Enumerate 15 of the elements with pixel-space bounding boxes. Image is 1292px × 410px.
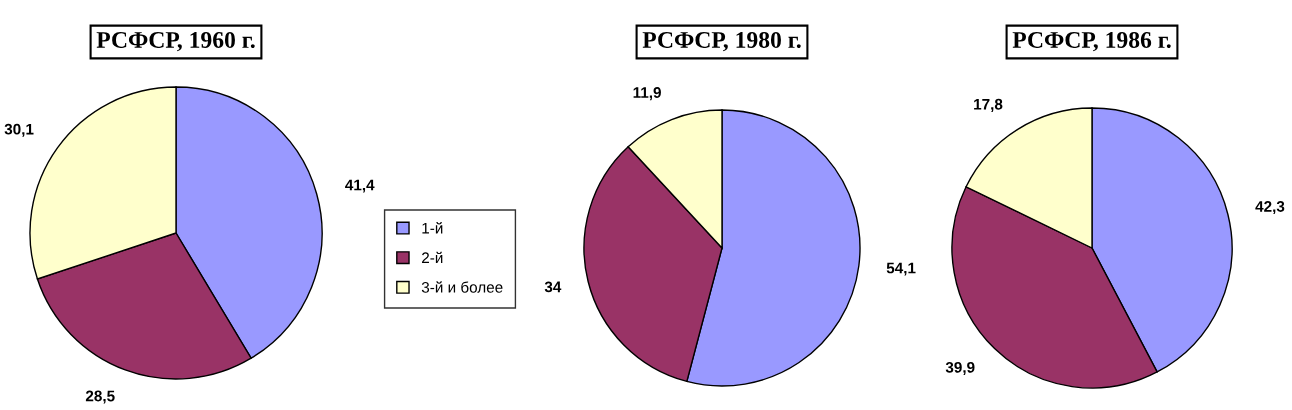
data-label: 30,1 [4,123,34,137]
data-label: 39,9 [945,361,975,375]
chart-title: РСФСР, 1960 г. [96,31,255,52]
legend-label: 2-й [422,251,443,263]
data-label: 41,4 [345,179,375,193]
data-label: 17,8 [974,98,1003,112]
chart-title: РСФСР, 1986 г. [1012,31,1171,52]
data-label: 28,5 [85,390,115,404]
data-label: 34 [544,281,562,293]
data-label: 42,3 [1255,201,1285,215]
legend-label: 3-й и более [421,281,503,293]
data-label: 11,9 [633,87,661,101]
legend-label: 1-й [422,222,443,234]
chart-title: РСФСР, 1980 г. [642,31,801,52]
data-label: 54,1 [886,262,916,276]
